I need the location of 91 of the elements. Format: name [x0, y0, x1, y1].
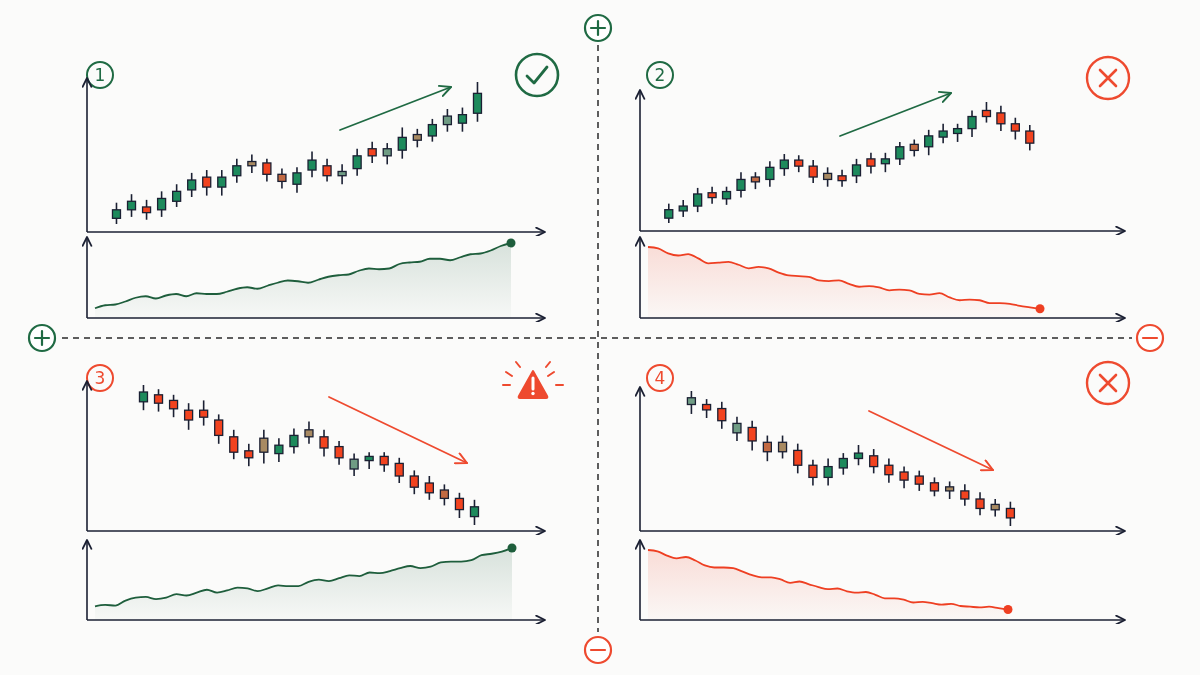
candlestick [1025, 124, 1035, 152]
candlestick [732, 415, 742, 442]
candlestick [289, 427, 299, 455]
candlestick [319, 429, 329, 458]
candlestick [334, 440, 344, 466]
candlestick [352, 147, 362, 177]
candlestick [866, 152, 876, 175]
candlestick [472, 81, 483, 123]
candlestick [823, 457, 833, 487]
candlestick [153, 388, 164, 413]
candlestick [952, 122, 963, 143]
candlestick [183, 402, 194, 431]
candlestick [469, 499, 480, 526]
candlestick [217, 169, 227, 197]
candlestick [337, 163, 347, 186]
candlestick [172, 183, 182, 208]
candlestick [686, 390, 697, 415]
candlestick [141, 199, 152, 221]
candlestick [914, 469, 924, 492]
candlestick [884, 457, 894, 484]
candlestick [349, 452, 359, 477]
candlestick [880, 152, 891, 173]
candlestick [717, 401, 727, 430]
candlestick [779, 153, 789, 177]
candlestick [924, 129, 934, 157]
candlestick [765, 160, 775, 188]
candlestick [721, 185, 732, 206]
chart-title: 2 [646, 61, 674, 89]
candlestick [202, 169, 212, 197]
candlestick [693, 187, 703, 213]
candlestick [981, 101, 992, 124]
candlestick [747, 419, 757, 452]
candlestick [869, 448, 879, 475]
candlestick [424, 475, 434, 501]
candlestick [701, 398, 712, 419]
candlestick [292, 166, 302, 194]
candlestick [938, 122, 948, 144]
candlestick [229, 429, 239, 460]
candlestick [277, 167, 287, 190]
candlestick [259, 429, 269, 465]
candlestick [793, 442, 803, 475]
candlestick [967, 109, 977, 138]
candlestick [439, 483, 450, 507]
candlestick [367, 140, 377, 164]
candlestick [232, 157, 242, 184]
candlestick [929, 476, 940, 498]
candlestick [247, 153, 257, 174]
candlestick [397, 126, 407, 160]
candlestick [1005, 500, 1016, 527]
candlestick [412, 128, 422, 149]
candlestick [199, 399, 209, 427]
candlestick [736, 171, 746, 199]
chart-title: 1 [86, 61, 114, 89]
candlestick [126, 193, 137, 218]
candlestick [274, 437, 284, 463]
candlestick [442, 108, 453, 133]
candlestick [156, 190, 167, 218]
candlestick [168, 394, 179, 418]
candlestick [187, 172, 197, 198]
candlestick [853, 444, 864, 467]
candlestick [808, 459, 818, 487]
candlestick [394, 457, 404, 484]
candlestick [996, 104, 1006, 132]
candlestick [1010, 116, 1020, 141]
candlestick [838, 452, 848, 476]
candlestick [851, 158, 862, 184]
candlestick [322, 157, 332, 183]
candlestick [454, 492, 465, 519]
candlestick [307, 150, 317, 178]
candlestick [960, 483, 970, 507]
candlestick [899, 465, 909, 489]
candlestick [304, 420, 314, 445]
candlestick [822, 166, 833, 188]
candlestick [777, 434, 788, 460]
candlestick [214, 413, 224, 445]
candlestick [457, 106, 468, 133]
candlestick [382, 142, 392, 166]
candlestick [975, 491, 985, 516]
candlestick [379, 451, 389, 473]
candlestick [427, 118, 437, 143]
candlestick [262, 157, 272, 183]
candlestick [138, 384, 149, 411]
candlestick [895, 141, 905, 166]
candlestick [409, 469, 419, 495]
candlestick [244, 443, 254, 467]
chart-title: 4 [646, 364, 674, 392]
candlestick [664, 202, 674, 224]
candlestick [111, 201, 122, 225]
candlestick [762, 434, 773, 462]
chart-title: 3 [86, 364, 114, 392]
candlestick [808, 159, 818, 184]
